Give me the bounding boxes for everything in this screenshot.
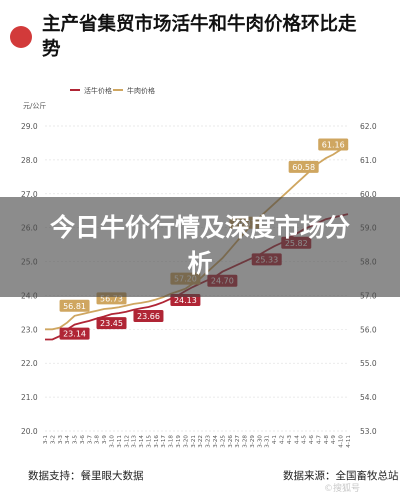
data-label-live: 23.14 — [63, 330, 86, 339]
x-tick-label: 3-8 — [95, 435, 101, 445]
x-tick-label: 3-14 — [139, 435, 145, 448]
x-tick-label: 3-27 — [235, 435, 241, 448]
x-tick-label: 4-2 — [279, 435, 285, 444]
x-tick-label: 4-5 — [302, 435, 308, 445]
right-tick-label: 56.0 — [360, 325, 377, 334]
left-axis-unit: 元/公斤 — [23, 101, 46, 110]
x-tick-label: 3-4 — [65, 435, 71, 445]
x-tick-label: 3-17 — [161, 435, 167, 448]
x-tick-label: 3-12 — [124, 435, 130, 448]
data-label-beef: 60.58 — [292, 163, 315, 172]
x-tick-label: 3-2 — [50, 435, 56, 444]
watermark: ©搜狐号 — [324, 484, 361, 494]
right-tick-label: 55.0 — [360, 359, 377, 368]
right-tick-label: 54.0 — [360, 393, 377, 402]
x-tick-label: 3-9 — [102, 435, 108, 445]
overlay-banner — [0, 197, 400, 297]
data-label-box-live — [133, 309, 164, 322]
data-label-box-live — [59, 327, 90, 340]
x-tick-label: 4-11 — [346, 435, 352, 448]
overlay-banner-title: 今日牛价行情及深度市场分析 — [49, 213, 350, 278]
data-label-box-live — [170, 294, 201, 307]
x-tick-label: 3-6 — [80, 435, 86, 445]
x-tick-label: 3-15 — [146, 435, 152, 448]
x-tick-label: 3-20 — [183, 435, 189, 448]
x-tick-label: 4-6 — [309, 435, 315, 445]
x-tick-label: 3-13 — [132, 435, 138, 448]
x-tick-label: 3-3 — [58, 435, 64, 445]
x-tick-label: 3-31 — [265, 435, 271, 448]
left-tick-label: 22.0 — [21, 359, 38, 368]
left-tick-label: 21.0 — [21, 393, 38, 402]
left-tick-label: 23.0 — [21, 325, 38, 334]
right-tick-label: 62.0 — [360, 122, 377, 131]
left-tick-label: 29.0 — [21, 122, 38, 131]
red-dot-icon — [10, 26, 32, 48]
left-tick-label: 27.0 — [21, 190, 38, 199]
x-tick-label: 3-24 — [213, 435, 219, 448]
x-tick-label: 4-9 — [331, 435, 337, 445]
data-label-box-beef — [288, 160, 319, 173]
x-tick-label: 3-16 — [154, 435, 160, 448]
x-tick-label: 3-18 — [169, 435, 175, 448]
x-tick-label: 4-3 — [287, 435, 293, 445]
footer-data-source: 数据来源：全国畜牧总站 — [283, 470, 399, 482]
left-tick-label: 28.0 — [21, 156, 38, 165]
x-tick-label: 4-10 — [339, 435, 345, 448]
x-tick-label: 3-11 — [117, 435, 123, 448]
x-tick-label: 3-26 — [228, 435, 234, 448]
footer-data-support: 数据支持：餐里眼大数据 — [28, 470, 144, 482]
x-tick-label: 4-1 — [272, 435, 278, 445]
data-label-beef: 56.73 — [100, 294, 123, 303]
x-tick-label: 3-1 — [43, 435, 49, 445]
x-tick-label: 4-7 — [316, 435, 322, 445]
left-tick-label: 20.0 — [21, 427, 38, 436]
right-tick-label: 60.0 — [360, 190, 377, 199]
right-tick-label: 53.0 — [360, 427, 377, 436]
data-label-box-beef — [318, 138, 349, 151]
data-label-box-live — [96, 317, 127, 330]
data-label-live: 23.45 — [100, 319, 123, 328]
data-label-beef: 61.16 — [322, 140, 345, 149]
x-tick-label: 3-21 — [191, 435, 197, 448]
chart-header: 主产省集贸市场活牛和牛肉价格环比走势 — [10, 12, 372, 62]
x-tick-label: 3-5 — [73, 435, 79, 445]
right-tick-label: 61.0 — [360, 156, 377, 165]
data-label-live: 24.13 — [174, 296, 197, 305]
data-label-box-beef — [59, 299, 90, 312]
x-tick-label: 3-30 — [257, 435, 263, 448]
legend-label-beef: 牛肉价格 — [127, 86, 155, 95]
legend-label-live: 活牛价格 — [84, 86, 112, 95]
x-tick-label: 3-19 — [176, 435, 182, 448]
x-tick-label: 3-10 — [110, 435, 116, 448]
x-tick-label: 4-4 — [294, 435, 300, 445]
x-tick-label: 3-23 — [206, 435, 212, 448]
x-tick-label: 4-8 — [324, 435, 330, 445]
chart-title: 主产省集贸市场活牛和牛肉价格环比走势 — [42, 14, 357, 60]
x-tick-label: 3-7 — [87, 435, 93, 445]
data-label-live: 23.66 — [137, 312, 160, 321]
x-tick-label: 3-29 — [250, 435, 256, 448]
data-label-beef: 56.81 — [63, 302, 86, 311]
x-tick-label: 3-28 — [243, 435, 249, 448]
x-tick-label: 3-22 — [198, 435, 204, 448]
x-tick-label: 3-25 — [220, 435, 226, 448]
